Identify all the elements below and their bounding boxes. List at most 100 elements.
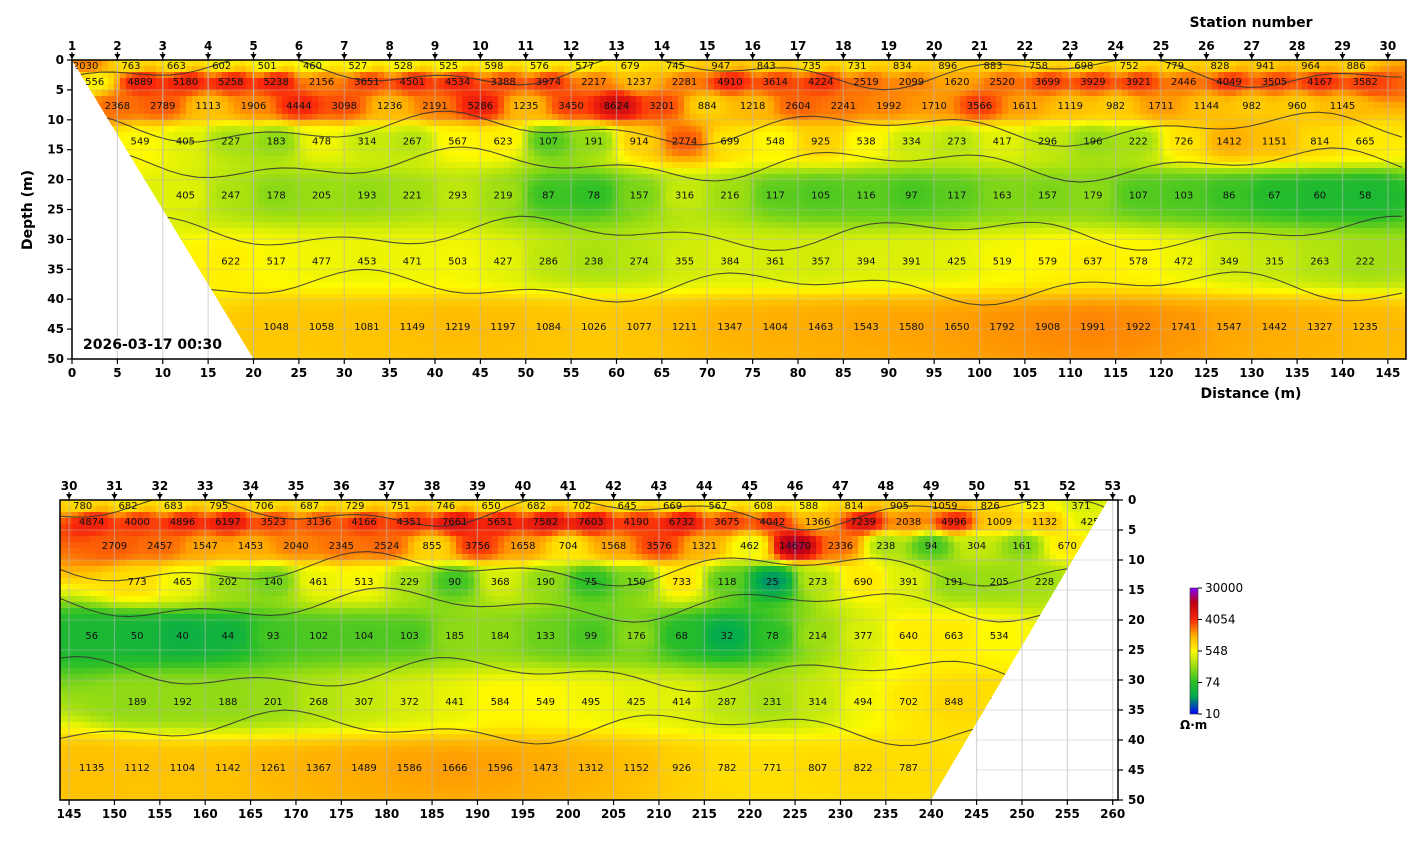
data-label: 1145 <box>1330 101 1355 112</box>
station-label: 3 <box>159 39 167 53</box>
y-tick-label: 50 <box>47 352 64 366</box>
data-label: 5258 <box>218 77 243 88</box>
data-label: 2156 <box>309 77 334 88</box>
data-label: 60 <box>1313 191 1326 202</box>
x-tick-label: 120 <box>1148 366 1173 380</box>
data-label: 494 <box>854 697 873 708</box>
data-label: 349 <box>1220 256 1239 267</box>
data-label: 4190 <box>624 517 649 528</box>
station-label: 40 <box>514 479 531 493</box>
x-tick-label: 250 <box>1009 807 1034 821</box>
data-label: 371 <box>1071 501 1090 512</box>
data-label: 1711 <box>1148 101 1173 112</box>
data-label: 925 <box>811 137 830 148</box>
x-tick-label: 220 <box>737 807 762 821</box>
x-tick-label: 240 <box>919 807 944 821</box>
x-tick-label: 195 <box>510 807 535 821</box>
data-label: 2457 <box>147 541 172 552</box>
data-label: 263 <box>1310 256 1329 267</box>
data-label: 107 <box>1129 191 1148 202</box>
colorbar-tick-label: 10 <box>1205 707 1220 721</box>
data-label: 3614 <box>763 77 788 88</box>
contour-line <box>60 656 1109 692</box>
station-label: 18 <box>835 39 852 53</box>
data-label: 478 <box>312 137 331 148</box>
station-marker <box>1021 54 1028 59</box>
data-label: 222 <box>1129 137 1148 148</box>
x-tick-label: 235 <box>873 807 898 821</box>
data-label: 462 <box>740 541 759 552</box>
data-label: 116 <box>857 191 876 202</box>
station-label: 49 <box>923 479 940 493</box>
data-label: 2099 <box>899 77 924 88</box>
data-label: 372 <box>400 697 419 708</box>
data-label: 2336 <box>828 541 853 552</box>
data-label: 157 <box>630 191 649 202</box>
station-marker <box>429 494 436 499</box>
data-label: 314 <box>357 137 376 148</box>
data-label: 549 <box>131 137 150 148</box>
data-label: 1135 <box>79 763 104 774</box>
station-label: 7 <box>340 39 348 53</box>
station-marker <box>156 494 163 499</box>
station-marker <box>973 494 980 499</box>
data-label: 1586 <box>397 763 422 774</box>
data-label: 1077 <box>626 322 651 333</box>
station-marker <box>565 494 572 499</box>
station-marker <box>931 54 938 59</box>
data-label: 163 <box>993 191 1012 202</box>
x-tick-label: 200 <box>556 807 581 821</box>
data-label: 7239 <box>850 517 875 528</box>
data-label: 8624 <box>604 101 629 112</box>
station-label: 1 <box>68 39 76 53</box>
data-label: 188 <box>218 697 237 708</box>
colorbar-gradient <box>1189 587 1199 715</box>
data-label: 982 <box>1106 101 1125 112</box>
data-label: 118 <box>717 577 736 588</box>
data-label: 964 <box>1301 61 1320 72</box>
station-marker <box>882 494 889 499</box>
data-label: 598 <box>484 61 503 72</box>
station-label: 27 <box>1243 39 1260 53</box>
station-marker <box>792 494 799 499</box>
data-label: 6197 <box>215 517 240 528</box>
station-label: 4 <box>204 39 212 53</box>
data-label: 2774 <box>672 137 697 148</box>
data-label: 1473 <box>533 763 558 774</box>
data-label: 314 <box>808 697 827 708</box>
station-marker <box>1158 54 1164 59</box>
station-label: 52 <box>1059 479 1076 493</box>
station-label: 11 <box>517 39 534 53</box>
x-tick-label: 90 <box>880 366 897 380</box>
colorbar: 30000 4054 548 74 10Ω·m <box>1180 581 1243 732</box>
data-label: 577 <box>575 61 594 72</box>
data-label: 405 <box>176 191 195 202</box>
station-marker <box>1203 54 1210 59</box>
data-label: 567 <box>448 137 467 148</box>
station-label: 30 <box>1380 39 1397 53</box>
data-label: 3929 <box>1080 77 1105 88</box>
data-label: 68 <box>675 631 688 642</box>
data-label: 293 <box>448 191 467 202</box>
data-label: 75 <box>585 577 598 588</box>
station-marker <box>205 54 212 59</box>
data-label: 368 <box>491 577 510 588</box>
x-tick-label: 130 <box>1239 366 1264 380</box>
station-marker <box>795 54 801 59</box>
data-label: 2519 <box>853 77 878 88</box>
data-label: 556 <box>85 77 104 88</box>
station-marker <box>837 494 844 499</box>
data-label: 669 <box>663 501 682 512</box>
y-tick-label: 0 <box>1128 493 1136 507</box>
data-label: 286 <box>539 256 558 267</box>
data-label: 103 <box>1174 191 1193 202</box>
data-label: 133 <box>536 631 555 642</box>
data-label: 645 <box>618 501 637 512</box>
data-label: 97 <box>905 191 918 202</box>
data-label: 4049 <box>1216 77 1241 88</box>
data-label: 1235 <box>1352 322 1377 333</box>
data-label: 201 <box>264 697 283 708</box>
station-label: 19 <box>880 39 897 53</box>
data-label: 2030 <box>73 61 98 72</box>
x-tick-label: 75 <box>744 366 761 380</box>
